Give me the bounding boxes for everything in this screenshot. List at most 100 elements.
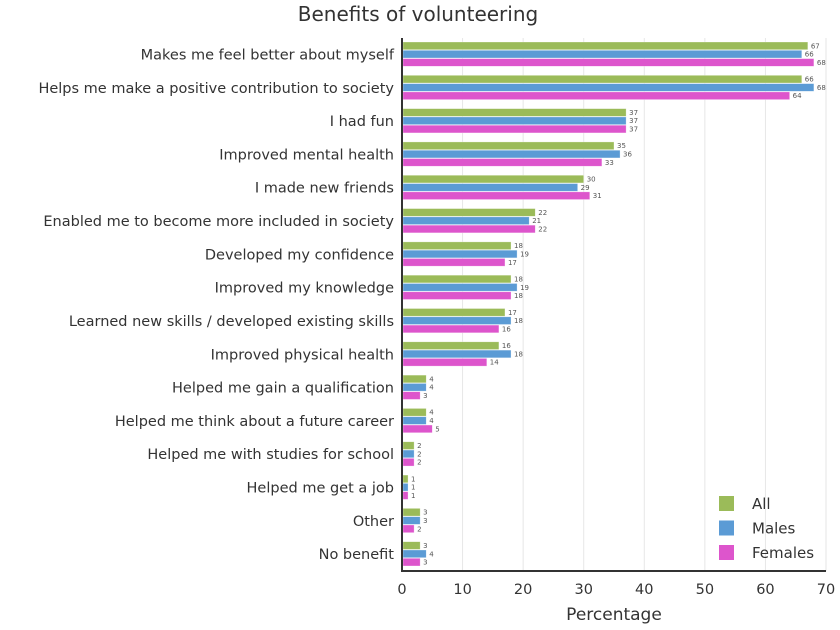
bar-all [402, 374, 427, 384]
bar-males [402, 416, 427, 425]
category-label: Enabled me to become more included in so… [43, 214, 394, 230]
category-label: Learned new skills / developed existing … [69, 314, 394, 330]
bar-all [402, 474, 409, 484]
data-label: 66 [805, 51, 814, 59]
category-label: No benefit [319, 547, 395, 563]
bar-males [402, 83, 815, 92]
bar-all [402, 108, 627, 117]
category-label: I made new friends [255, 181, 394, 197]
data-label: 16 [502, 325, 511, 333]
data-label: 31 [593, 192, 602, 200]
data-label: 2 [417, 525, 421, 533]
data-label: 1 [411, 492, 415, 500]
data-label: 35 [617, 142, 626, 150]
bar-males [402, 149, 621, 159]
x-tick-label: 70 [817, 582, 835, 598]
bar-females [402, 291, 512, 300]
data-label: 4 [429, 417, 434, 425]
data-label: 1 [411, 475, 415, 483]
data-label: 66 [805, 76, 814, 84]
data-label: 3 [423, 542, 427, 550]
data-label: 3 [423, 517, 427, 525]
bar-females [402, 324, 500, 334]
legend-swatch-females [719, 545, 734, 560]
data-label: 3 [423, 392, 427, 400]
data-label: 64 [793, 92, 802, 100]
bar-all [402, 75, 803, 84]
bar-group: 443 [402, 374, 434, 400]
data-label: 68 [817, 59, 826, 67]
bar-group: 332 [402, 508, 428, 533]
bar-group: 445 [402, 408, 440, 434]
category-label: Improved mental health [219, 147, 394, 163]
data-label: 22 [538, 225, 547, 233]
data-label: 19 [520, 284, 529, 292]
bar-females [402, 424, 433, 434]
category-label: Other [353, 514, 394, 530]
bar-females [402, 258, 506, 267]
bar-females [402, 224, 536, 234]
bar-males [402, 483, 409, 492]
data-label: 18 [514, 275, 523, 283]
bar-males [402, 349, 512, 359]
data-label: 36 [623, 151, 632, 159]
legend-label-males: Males [752, 520, 796, 538]
bar-all [402, 274, 512, 284]
bar-females [402, 58, 815, 67]
category-label: Helped me get a job [247, 481, 394, 497]
legend-label-females: Females [752, 544, 814, 562]
bar-all [402, 174, 585, 184]
data-label: 22 [538, 209, 547, 217]
x-tick-label: 50 [696, 582, 714, 598]
data-label: 18 [514, 292, 523, 300]
bar-all [402, 508, 421, 517]
data-label: 37 [629, 117, 638, 125]
data-label: 21 [532, 217, 541, 225]
data-label: 17 [508, 309, 517, 317]
bar-males [402, 549, 427, 558]
category-label: Developed my confidence [205, 247, 394, 263]
data-label: 37 [629, 109, 638, 117]
category-label: Makes me feel better about myself [141, 47, 395, 63]
legend-swatch-males [719, 520, 734, 536]
bar-females [402, 557, 421, 567]
data-label: 37 [629, 126, 638, 134]
bar-males [402, 316, 512, 325]
bar-males [402, 183, 578, 192]
data-label: 4 [429, 409, 434, 417]
legend-label-all: All [752, 495, 771, 513]
data-label: 29 [581, 184, 590, 192]
data-label: 18 [514, 350, 523, 358]
bar-females [402, 191, 591, 200]
data-label: 16 [502, 342, 511, 350]
x-tick-label: 30 [574, 582, 592, 598]
data-label: 30 [587, 176, 596, 184]
bar-females [402, 391, 421, 400]
data-label: 3 [423, 559, 427, 567]
bar-all [402, 441, 415, 450]
data-label: 68 [817, 84, 826, 92]
data-label: 3 [423, 509, 427, 517]
bar-females [402, 124, 627, 134]
bar-all [402, 308, 506, 317]
chart-title: Benefits of volunteering [298, 2, 538, 26]
data-label: 2 [417, 450, 421, 458]
bar-males [402, 49, 803, 59]
category-label: Helped me think about a future career [115, 414, 394, 430]
bar-females [402, 358, 488, 367]
category-label: Helps me make a positive contribution to… [38, 81, 394, 97]
bar-males [402, 249, 518, 259]
data-label: 67 [811, 42, 820, 50]
x-tick-label: 10 [453, 582, 471, 598]
bar-males [402, 216, 530, 225]
bar-all [402, 341, 500, 350]
bars: 6766686668643737373536333029312221221819… [402, 41, 826, 567]
bar-females [402, 491, 409, 500]
